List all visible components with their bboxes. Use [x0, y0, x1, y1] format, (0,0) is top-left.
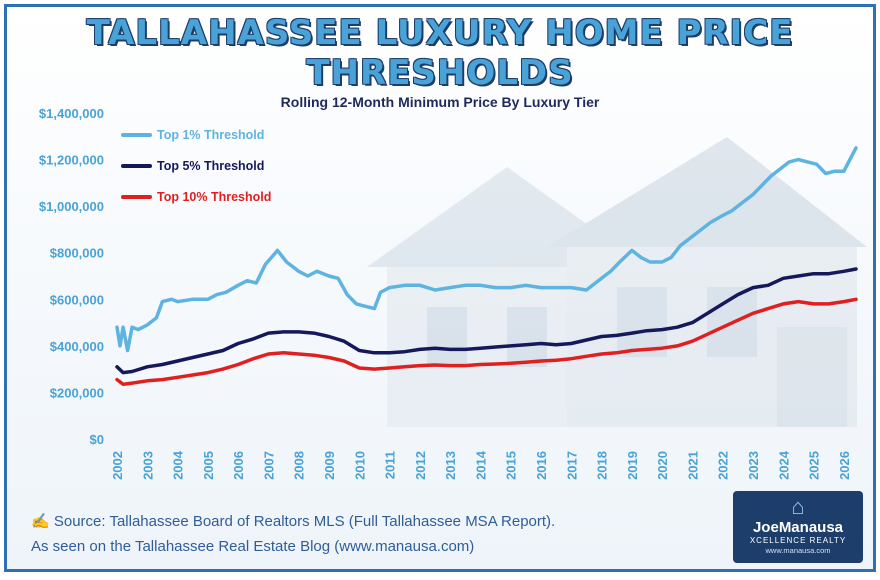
x-tick-label: 2026 — [837, 451, 852, 480]
x-tick-label: 2023 — [746, 451, 761, 480]
infographic-frame: TALLAHASSEE LUXURY HOME PRICE THRESHOLDS… — [4, 4, 876, 572]
source-line-2: As seen on the Tallahassee Real Estate B… — [31, 538, 475, 555]
x-tick-label: 2016 — [534, 451, 549, 480]
series-line-top10 — [115, 297, 858, 387]
x-tick-label: 2015 — [504, 451, 519, 480]
source-note: ✍ Source: Tallahassee Board of Realtors … — [31, 509, 555, 559]
y-tick-label: $400,000 — [50, 339, 104, 354]
x-tick-label: 2005 — [201, 451, 216, 480]
series-line-top5 — [115, 267, 858, 375]
legend-label-top1: Top 1% Threshold — [157, 128, 264, 142]
x-tick-label: 2003 — [140, 451, 155, 480]
y-tick-label: $800,000 — [50, 246, 104, 261]
x-tick-label: 2007 — [261, 451, 276, 480]
series-layer — [115, 146, 858, 387]
x-tick-label: 2024 — [776, 450, 791, 480]
y-tick-label: $1,200,000 — [39, 153, 104, 168]
page-title: TALLAHASSEE LUXURY HOME PRICE THRESHOLDS — [86, 13, 794, 93]
logo-url: www.manausa.com — [765, 546, 831, 555]
x-tick-label: 2004 — [171, 450, 186, 480]
x-axis: 2002 2003 2004 2005 2006 2007 2008 2009 2010 2011… — [110, 450, 852, 480]
y-tick-label: $1,400,000 — [39, 106, 104, 121]
legend-label-top10: Top 10% Threshold — [157, 190, 271, 204]
x-tick-label: 2025 — [807, 451, 822, 480]
chart-subtitle: Rolling 12-Month Minimum Price By Luxury… — [281, 94, 600, 110]
x-tick-label: 2010 — [352, 451, 367, 480]
y-tick-label: $600,000 — [50, 292, 104, 307]
x-tick-label: 2018 — [595, 451, 610, 480]
x-tick-label: 2011 — [383, 451, 398, 479]
y-tick-label: $1,000,000 — [39, 199, 104, 214]
logo-subtitle: XCELLENCE REALTY — [749, 536, 847, 545]
y-tick-label: $0 — [90, 432, 104, 447]
x-tick-label: 2008 — [292, 451, 307, 480]
line-chart: Rolling 12-Month Minimum Price By Luxury… — [39, 94, 858, 480]
logo-name: JoeManausa — [752, 519, 844, 536]
x-tick-label: 2013 — [443, 451, 458, 480]
x-tick-label: 2020 — [655, 451, 670, 480]
x-tick-label: 2017 — [564, 451, 579, 480]
x-tick-label: 2014 — [473, 450, 488, 480]
x-tick-label: 2002 — [110, 451, 125, 480]
y-axis: $0 $200,000 $400,000 $600,000 $800,000 $1,000… — [39, 106, 104, 447]
legend: Top 1% Threshold Top 5% Threshold Top 10% … — [121, 128, 271, 204]
x-tick-label: 2012 — [413, 451, 428, 480]
x-tick-label: 2021 — [685, 451, 700, 480]
x-tick-label: 2019 — [625, 451, 640, 480]
x-tick-label: 2006 — [231, 451, 246, 480]
source-text: Source: Tallahassee Board of Realtors ML… — [53, 513, 556, 530]
x-tick-label: 2009 — [322, 451, 337, 480]
series-line-top1 — [115, 146, 858, 353]
house-logo-icon: ⌂ — [791, 494, 805, 519]
source-line-1: ✍ Source: Tallahassee Board of Realtors … — [31, 513, 556, 530]
legend-label-top5: Top 5% Threshold — [157, 159, 264, 173]
x-tick-label: 2022 — [716, 451, 731, 480]
y-tick-label: $200,000 — [50, 385, 104, 400]
company-logo: ⌂ JoeManausa XCELLENCE REALTY www.manaus… — [733, 491, 863, 563]
